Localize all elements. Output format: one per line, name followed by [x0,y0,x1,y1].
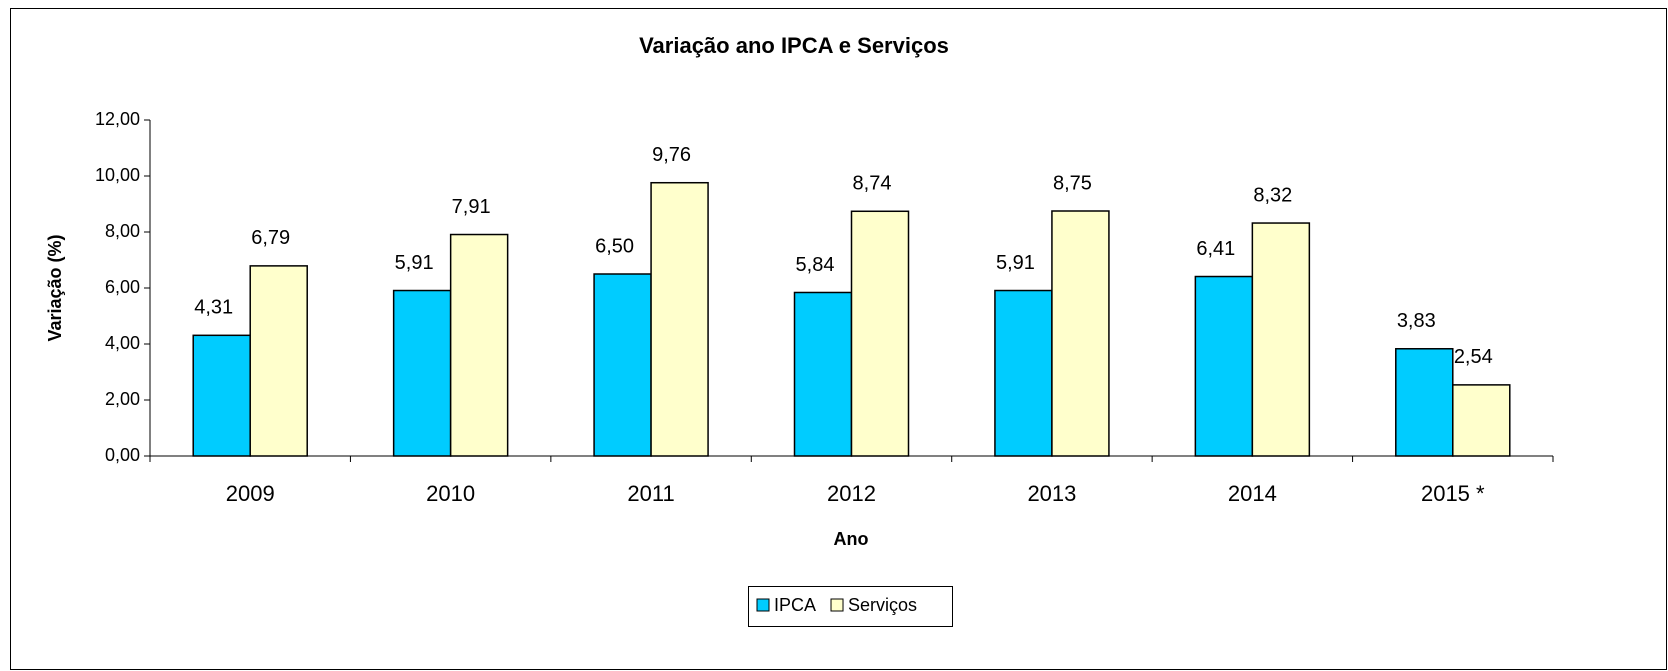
bar [1051,210,1110,457]
value-label: 8,75 [1053,172,1092,194]
x-tick-label: 2009 [226,481,275,506]
legend-swatch [830,598,844,612]
legend-swatch [756,598,770,612]
x-tick-label: 2015 * [1421,481,1485,506]
y-axis-label: Variação (%) [45,234,65,341]
bar [1395,348,1454,457]
y-tick-label: 2,00 [105,389,140,409]
value-label: 8,74 [853,173,892,195]
bar [1194,275,1254,457]
y-tick-label: 8,00 [105,221,140,241]
y-tick-label: 4,00 [105,333,140,353]
legend-label: Serviços [848,595,917,615]
value-label: 7,91 [452,196,491,218]
bar [850,210,910,457]
chart-title: Variação ano IPCA e Serviços [639,33,949,58]
value-label: 6,41 [1196,238,1235,260]
bar [192,334,251,457]
value-label: 6,50 [595,235,634,257]
y-tick-label: 12,00 [95,109,140,129]
bar [650,181,709,457]
x-axis-label: Ano [834,529,869,549]
y-tick-label: 6,00 [105,277,140,297]
y-tick-label: 0,00 [105,445,140,465]
bar [1452,384,1511,457]
legend [748,586,953,627]
bar [994,289,1053,457]
value-label: 9,76 [652,144,691,166]
value-label: 5,84 [796,254,835,276]
value-label: 6,79 [251,227,290,249]
x-tick-label: 2011 [627,481,674,506]
y-tick-label: 10,00 [95,165,140,185]
x-tick-label: 2012 [827,481,876,506]
bar [793,291,853,457]
x-tick-label: 2013 [1027,481,1076,506]
bar [1251,222,1311,457]
value-label: 2,54 [1454,346,1493,368]
legend-label: IPCA [774,595,816,615]
bar [249,265,308,457]
bar [593,273,652,457]
value-label: 5,91 [395,252,434,274]
value-label: 3,83 [1397,310,1436,332]
bar [392,289,452,457]
value-label: 8,32 [1253,184,1292,206]
value-label: 5,91 [996,252,1035,274]
value-label: 4,31 [194,297,233,319]
x-tick-label: 2010 [426,481,475,506]
x-tick-label: 2014 [1228,481,1277,506]
bar [449,233,509,457]
